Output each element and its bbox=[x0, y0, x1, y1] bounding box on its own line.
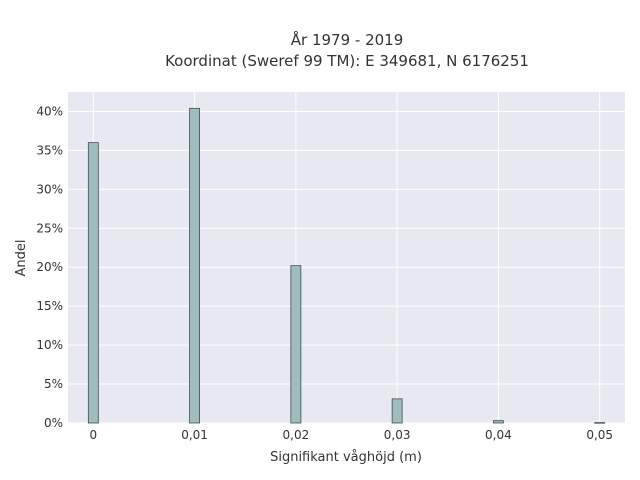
x-tick-label: 0,01 bbox=[181, 428, 208, 442]
y-tick-label: 15% bbox=[36, 299, 63, 313]
x-tick-label: 0 bbox=[89, 428, 97, 442]
y-tick-label: 35% bbox=[36, 143, 63, 157]
x-axis-label: Signifikant våghöjd (m) bbox=[270, 450, 422, 465]
chart-title-line2: Koordinat (Sweref 99 TM): E 349681, N 61… bbox=[165, 52, 529, 70]
y-tick-label: 0% bbox=[44, 416, 63, 430]
bar bbox=[391, 398, 403, 424]
bar bbox=[594, 422, 606, 424]
y-axis-label: Andel bbox=[14, 240, 29, 277]
x-tick-label: 0,03 bbox=[384, 428, 411, 442]
y-tick-label: 40% bbox=[36, 104, 63, 118]
y-axis-ticks: 0% 5% 10% 15% 20% 25% 30% 35% 40% bbox=[36, 104, 63, 430]
y-tick-label: 30% bbox=[36, 182, 63, 196]
x-axis-ticks: 0 0,01 0,02 0,03 0,04 0,05 bbox=[89, 428, 613, 442]
bar bbox=[87, 142, 99, 424]
y-tick-label: 10% bbox=[36, 338, 63, 352]
bar bbox=[493, 420, 504, 424]
bar bbox=[189, 107, 200, 424]
y-tick-label: 5% bbox=[44, 377, 63, 391]
bar bbox=[290, 265, 302, 424]
x-tick-label: 0,04 bbox=[485, 428, 512, 442]
x-tick-label: 0,02 bbox=[283, 428, 310, 442]
chart-title-line1: År 1979 - 2019 bbox=[291, 30, 404, 49]
y-tick-label: 20% bbox=[36, 260, 63, 274]
x-tick-label: 0,05 bbox=[586, 428, 613, 442]
bars bbox=[87, 107, 606, 424]
y-tick-label: 25% bbox=[36, 221, 63, 235]
plot-area bbox=[68, 92, 625, 423]
